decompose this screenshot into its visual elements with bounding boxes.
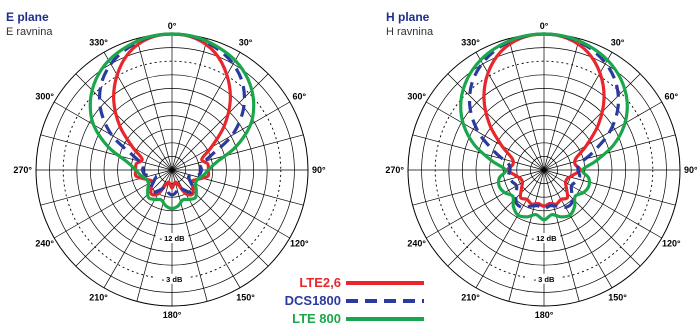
grid-spoke [543,169,580,302]
grid-spoke [543,169,641,267]
angle-tick-label: 210° [461,292,480,302]
h-plane-chart: H plane H ravnina 0° 30° 60° 90° 120° 150° 180… [385,10,697,320]
radial-db-label: - 3 dB [534,275,555,284]
db-label-background [528,233,560,243]
radial-db-label: - 12 dB [531,234,557,243]
e-plane-chart: E plane E ravnina 0° 30° 60° 90° 120° 150° 180… [6,10,326,320]
grid-spoke [75,73,173,171]
angle-tick-label: 180° [535,310,554,320]
series-line-dcs1800 [467,32,621,211]
polar-grid [407,33,681,307]
grid-spoke [171,73,269,171]
grid-spoke [54,101,173,171]
angle-tick-label: 120° [662,239,681,249]
angle-tick-label: 180° [163,310,182,320]
grid-spoke [171,38,208,171]
chart-title: H plane [386,10,430,24]
grid-spoke [412,134,545,171]
grid-spoke [543,38,580,171]
angle-tick-label: 150° [608,292,627,302]
polar-labels: 0° 30° 60° 90° 120° 150° 180° 210° 240° 270° 300° 3… [385,21,697,320]
grid-spoke [171,52,241,171]
grid-spoke [543,169,676,206]
db-label-background [156,273,188,284]
radial-db-label: - 3 dB [162,275,183,284]
db-label-background [156,233,188,243]
angle-tick-label: 270° [385,165,404,175]
polar-grid [35,33,309,307]
grid-spoke [40,134,173,171]
grid-spoke [171,169,269,267]
grid-spoke [103,52,173,171]
chart-subtitle: H ravnina [386,26,434,38]
legend-label: LTE 800 [292,311,341,325]
grid-spoke [426,169,545,239]
angle-tick-label: 270° [13,165,32,175]
angle-tick-label: 60° [664,92,678,102]
polar-labels: 0° 30° 60° 90° 120° 150° 180° 210° 240° 270° 300° 3… [13,21,326,320]
grid-spoke [543,169,662,239]
angle-tick-label: 90° [312,165,326,175]
angle-tick-label: 300° [35,92,54,102]
angle-tick-label: 30° [611,38,625,48]
angle-tick-label: 0° [540,21,549,31]
angle-tick-label: 300° [407,92,426,102]
grid-spoke [136,38,173,171]
angle-tick-label: 330° [89,38,108,48]
angle-tick-label: 240° [35,239,54,249]
grid-spoke [426,101,545,171]
angle-tick-label: 60° [292,92,306,102]
chart-subtitle: E ravnina [6,26,53,38]
grid-spoke [40,169,173,206]
grid-spoke [508,169,545,302]
grid-spoke [475,169,545,288]
series-line-lte-800 [459,32,629,222]
series-line-lte2-6 [112,32,232,197]
angle-tick-label: 210° [89,292,108,302]
grid-spoke [543,101,662,171]
legend-label: LTE2,6 [299,275,341,290]
grid-spoke [543,134,676,171]
db-label-background [528,273,560,284]
angle-tick-label: 120° [290,239,309,249]
legend-label: DCS1800 [285,293,341,308]
series-line-lte-800 [88,32,256,211]
radial-db-label: - 12 dB [159,234,185,243]
series-line-dcs1800 [97,32,247,197]
angle-tick-label: 330° [461,38,480,48]
grid-spoke [412,169,545,206]
angle-tick-label: 90° [684,165,697,175]
grid-spoke [447,169,545,267]
chart-title: E plane [6,10,49,24]
grid-spoke [136,169,173,302]
angle-tick-label: 0° [168,21,177,31]
grid-spoke [171,169,304,206]
grid-spoke [171,134,304,171]
series-curves [88,32,256,211]
grid-spoke [508,38,545,171]
series-curves [459,32,629,222]
grid-spoke [171,101,290,171]
angle-tick-label: 150° [236,292,255,302]
series-line-lte2-6 [482,32,606,208]
grid-spoke [543,169,613,288]
legend: LTE2,6 DCS1800 LTE 800 [285,275,424,325]
angle-tick-label: 240° [407,239,426,249]
grid-spoke [75,169,173,267]
angle-tick-label: 30° [239,38,253,48]
